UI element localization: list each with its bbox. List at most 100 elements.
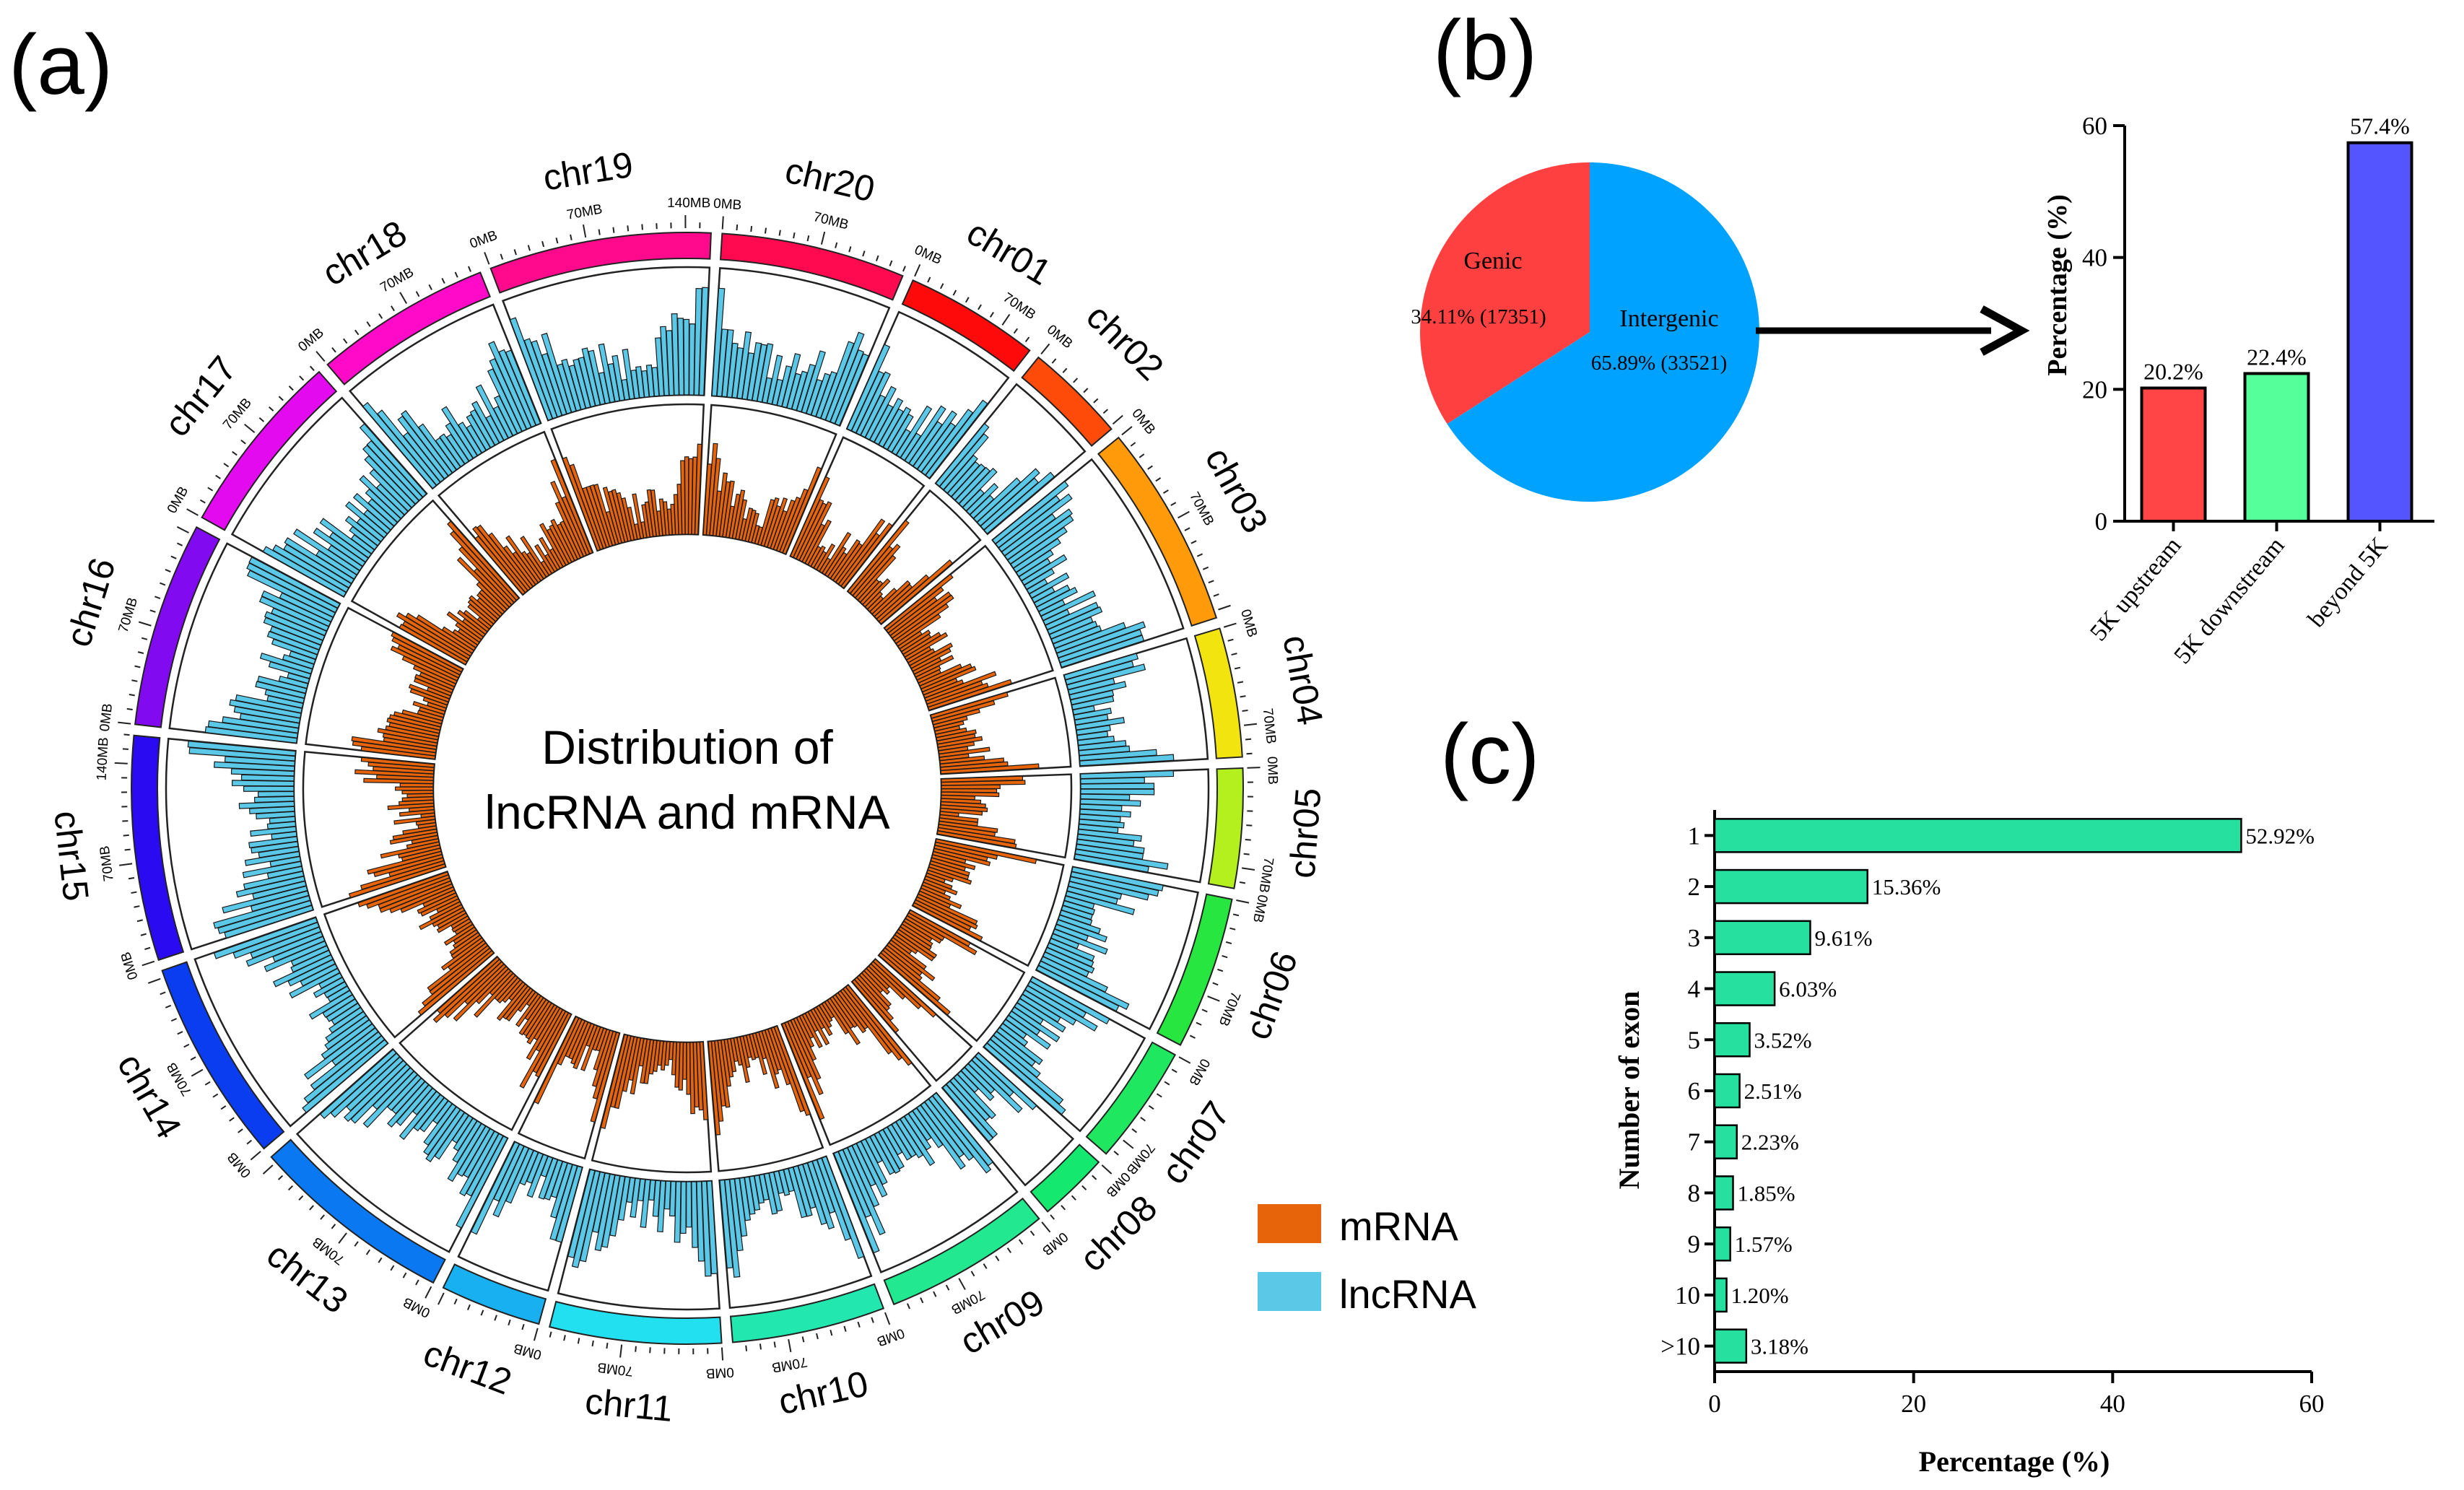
chromosome-tick xyxy=(521,1323,525,1330)
chromosome-tick xyxy=(1140,1117,1146,1122)
chromosome-tick xyxy=(415,291,420,297)
hbar-xtick-label: 40 xyxy=(2100,1390,2125,1418)
chromosome-tick xyxy=(830,1329,833,1336)
chromosome-tick xyxy=(258,417,265,422)
mrna-bar xyxy=(878,952,951,1016)
chromosome-tick xyxy=(309,365,315,371)
circos-title-line1: Distribution of xyxy=(541,720,833,774)
vbar-bars: 20.2% 22.4% 57.4% xyxy=(2140,113,2413,523)
chromosome-band-chr06 xyxy=(1156,893,1233,1046)
chromosome-tick xyxy=(1190,540,1197,544)
chromosome-tick-label: 70MB xyxy=(565,201,604,222)
lncrna-bar xyxy=(257,790,295,798)
chromosome-tick-label: 0MB xyxy=(1044,322,1076,352)
chromosome-tick-label: 0MB xyxy=(1237,608,1260,639)
vbar-category-label: 5K upstream xyxy=(2085,532,2187,646)
chromosome-tick xyxy=(1083,388,1089,393)
mrna-bar xyxy=(436,956,500,1014)
chromosome-band-chr02 xyxy=(1021,356,1113,447)
chromosome-tick xyxy=(453,1298,458,1305)
legend-label-mrna: mRNA xyxy=(1339,1203,1459,1249)
chromosome-tick xyxy=(338,1232,347,1244)
chromosome-band-chr19 xyxy=(489,232,712,294)
chromosome-tick xyxy=(142,960,155,967)
chromosome-tick xyxy=(958,1278,966,1290)
chromosome-band-chr09 xyxy=(883,1197,1040,1306)
chromosome-tick xyxy=(1155,477,1162,482)
chromosome-tick xyxy=(123,733,130,736)
vbar-bar-2 xyxy=(2346,141,2413,523)
chromosome-tick xyxy=(1164,1081,1170,1086)
chromosome-tick-label: 70MB xyxy=(1000,290,1038,323)
pie-slice-intergenic xyxy=(1447,162,1760,502)
chromosome-tick xyxy=(220,1105,227,1110)
chromosome-tick xyxy=(1184,527,1190,531)
chromosome-band-chr08 xyxy=(1029,1143,1100,1213)
chromosome-tick-label: 0MB xyxy=(295,325,326,354)
chromosome-label-chr05: chr05 xyxy=(1282,787,1329,880)
lncrna-bar xyxy=(941,1084,994,1143)
chromosome-tick xyxy=(160,991,166,995)
legend-swatch-lncrna xyxy=(1258,1272,1321,1311)
chromosome-label-chr20: chr20 xyxy=(781,150,879,210)
chromosome-tick xyxy=(191,1068,204,1077)
chromosome-tick xyxy=(1196,553,1203,557)
chromosome-tick-label: 70MB xyxy=(97,845,117,882)
chromosome-tick xyxy=(204,1081,211,1086)
vbar-ytick-label: 0 xyxy=(2095,507,2108,536)
chromosome-tick xyxy=(1202,566,1209,570)
chromosome-tick xyxy=(721,1347,724,1361)
chromosome-tick-label: 0MB xyxy=(705,1364,734,1381)
chromosome-tick xyxy=(533,1328,539,1341)
chromosome-tick xyxy=(1212,982,1219,986)
chromosome-tick xyxy=(176,542,183,546)
chromosome-tick xyxy=(134,905,140,908)
chromosome-tick xyxy=(843,1325,847,1332)
mrna-track xyxy=(348,443,1040,1136)
mrna-bar xyxy=(447,520,520,601)
mrna-bar xyxy=(534,1016,580,1105)
mrna-bar xyxy=(391,631,463,673)
chromosome-tick xyxy=(262,1164,274,1175)
lncrna-bar xyxy=(1080,777,1145,785)
hbar-value-label: 2.23% xyxy=(1741,1130,1799,1155)
hbar-xtick-label: 60 xyxy=(2299,1390,2325,1418)
chromosome-tick xyxy=(140,933,147,936)
chromosome-band-chr16 xyxy=(134,526,221,728)
chromosome-tick xyxy=(527,245,531,251)
chromosome-tick xyxy=(793,232,796,239)
chromosome-tick xyxy=(136,919,143,923)
mrna-bar xyxy=(927,679,1012,711)
chromosome-band-chr03 xyxy=(1097,436,1218,627)
chromosome-tick xyxy=(549,1331,552,1338)
chromosome-tick xyxy=(118,721,131,725)
chromosome-tick-label: 70MB xyxy=(596,1359,634,1379)
chromosome-band-chr14 xyxy=(161,961,285,1150)
chromosome-tick xyxy=(927,276,931,283)
chromosome-tick xyxy=(480,1310,484,1316)
lncrna-bar xyxy=(1080,783,1155,790)
lncrna-bar xyxy=(1059,635,1145,668)
chromosome-tick xyxy=(1223,622,1237,628)
chromosome-tick xyxy=(1246,824,1253,827)
hbar-value-label: 1.57% xyxy=(1735,1232,1793,1257)
chromosome-label-chr04: chr04 xyxy=(1275,632,1331,728)
chromosome-tick xyxy=(582,224,587,238)
chromosome-tick xyxy=(736,224,739,231)
chromosome-tick xyxy=(428,284,432,290)
chromosome-tick xyxy=(1006,1247,1011,1253)
chromosome-tick-label: 0MB xyxy=(468,228,500,252)
lncrna-bar xyxy=(470,1141,520,1235)
chromosome-tick xyxy=(391,305,395,312)
arrow-icon xyxy=(1756,305,2030,356)
chromosome-tick xyxy=(223,463,230,468)
chromosome-ring xyxy=(114,215,1261,1361)
chromosome-band-chr20 xyxy=(719,232,904,301)
chromosome-tick xyxy=(875,255,879,261)
chromosome-tick xyxy=(484,251,490,265)
chromosome-tick xyxy=(129,694,135,697)
hbar-bars: 52.92% 15.36% 9.61% 6.03% 3.52% 2.51% 2.23% 1.8… xyxy=(1713,818,2315,1364)
chromosome-tick xyxy=(177,1031,183,1035)
